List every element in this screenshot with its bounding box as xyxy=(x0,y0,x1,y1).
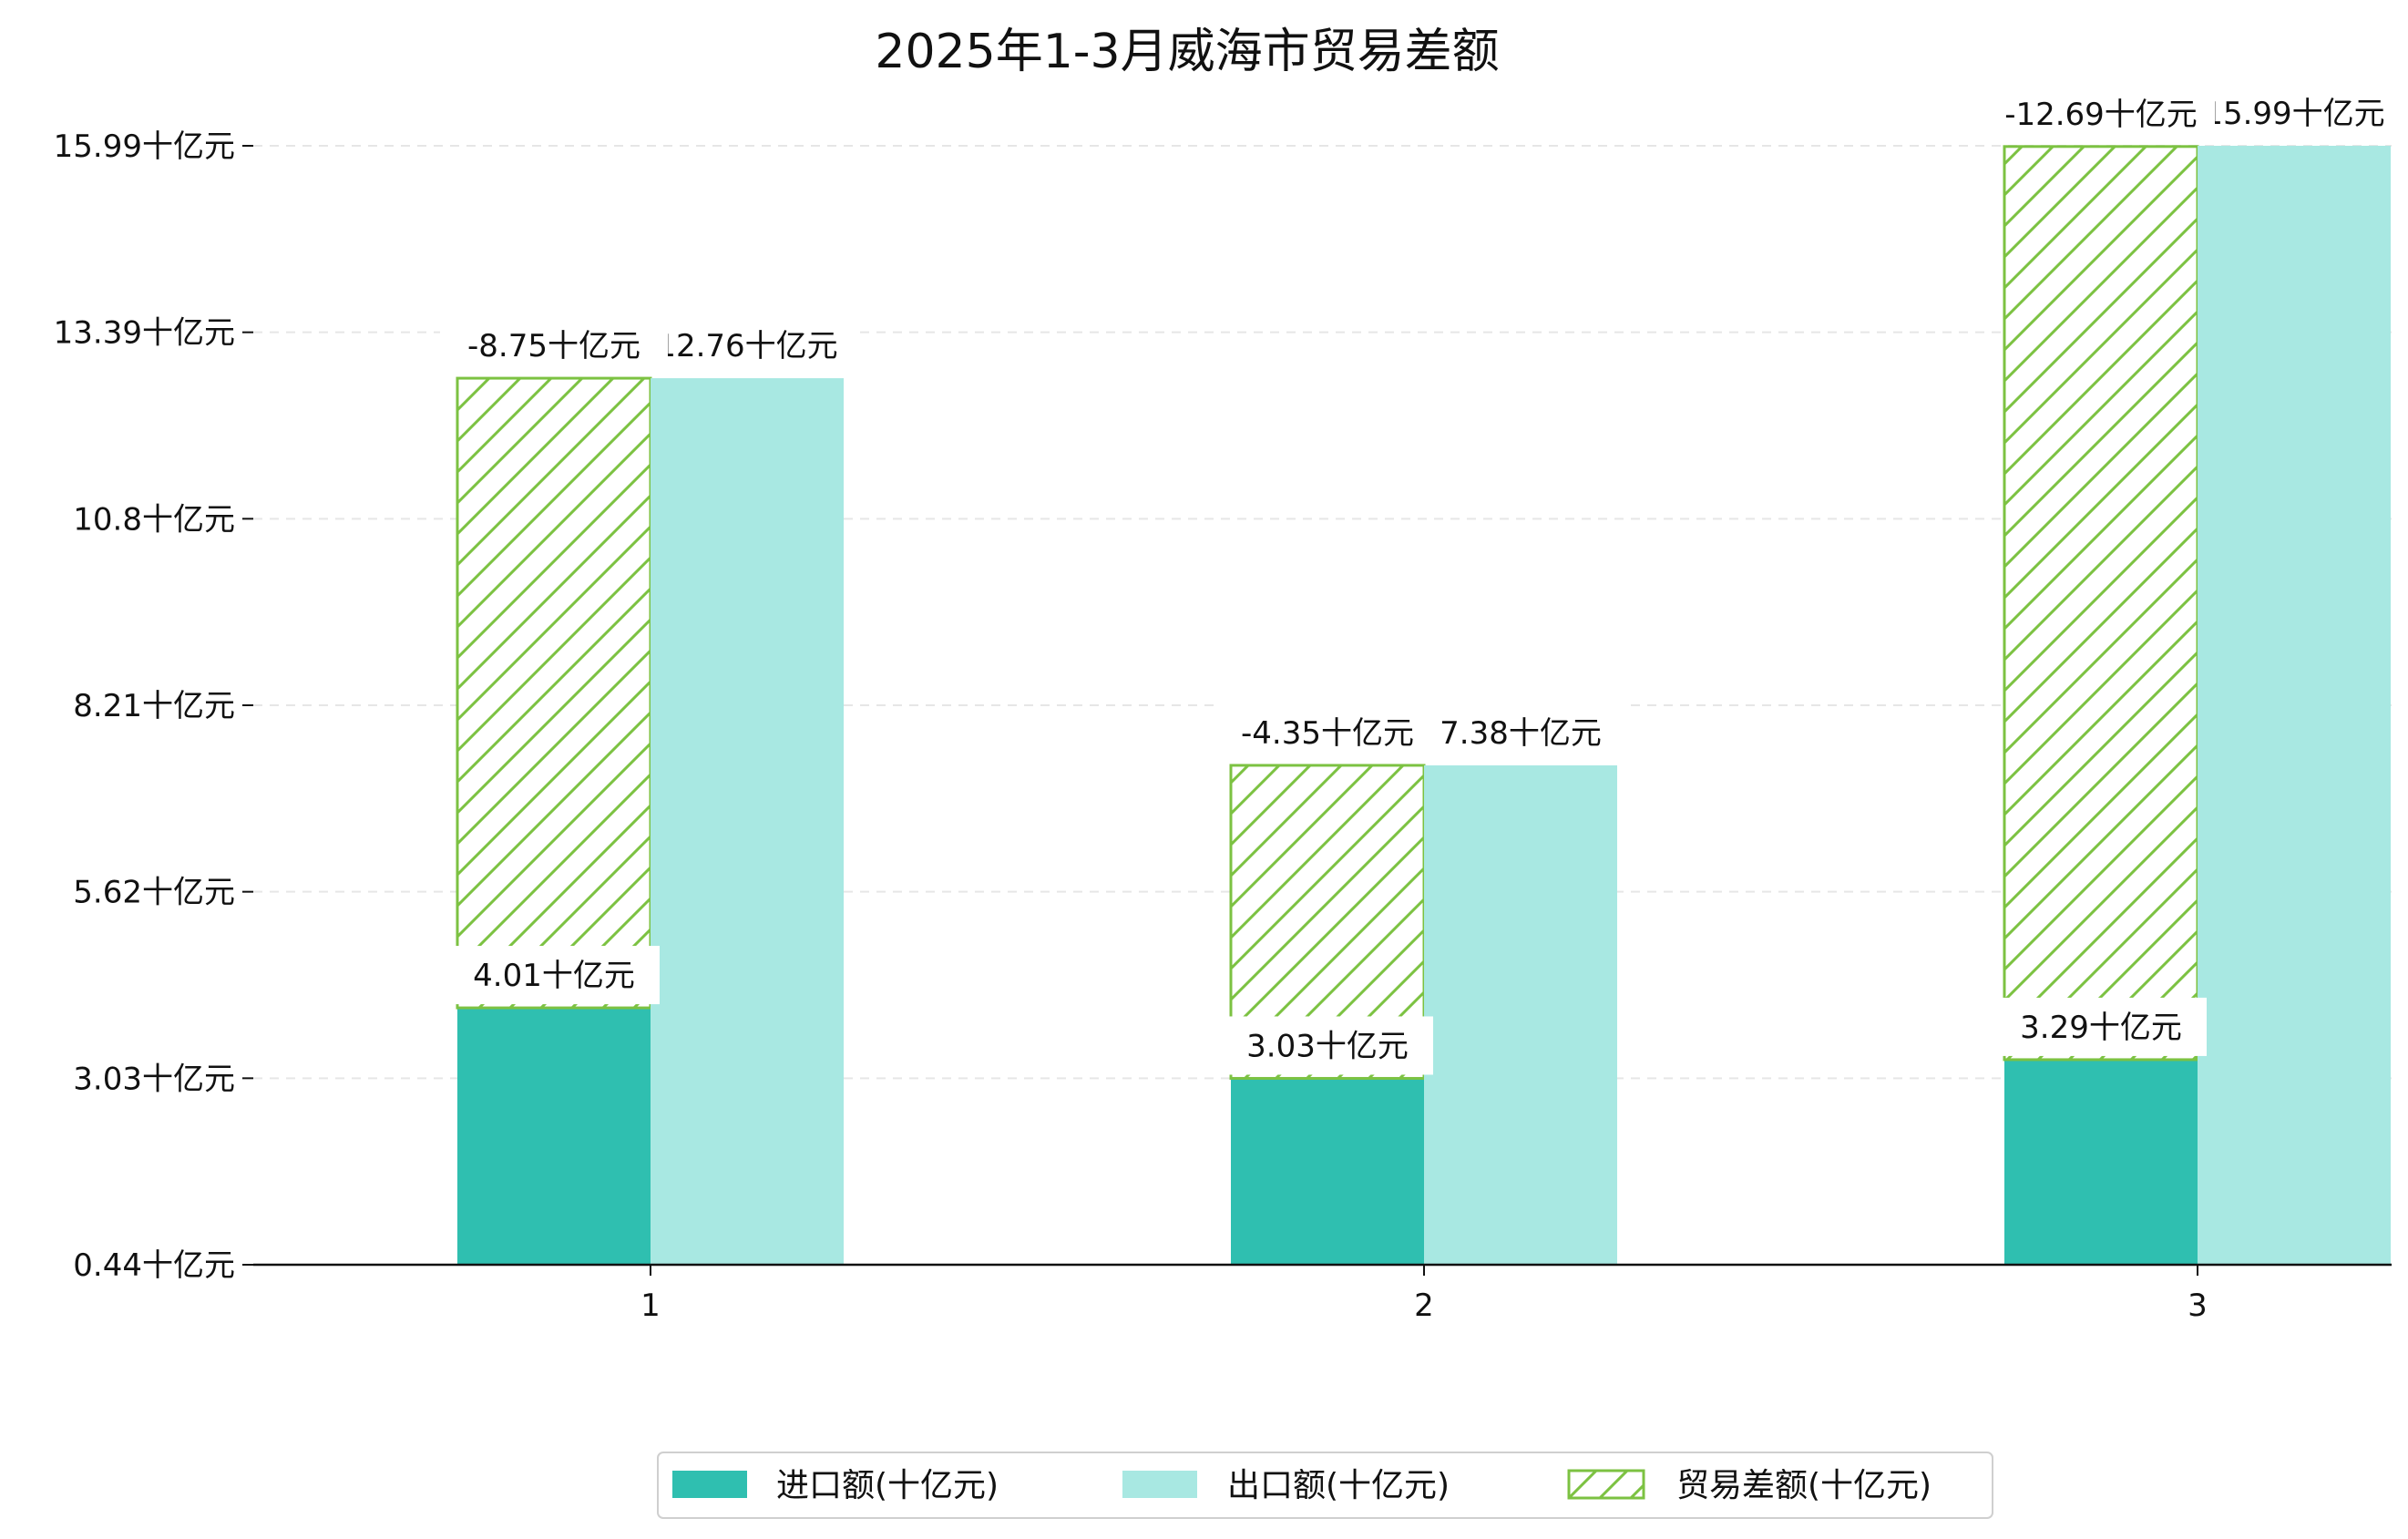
label-imports-1: 4.01十亿元 xyxy=(473,958,635,994)
legend-label-balance: 贸易差额(十亿元) xyxy=(1676,1467,1932,1504)
axes-layer: 0.44十亿元 3.03十亿元 5.62十亿元 8.21十亿元 10.8十亿元 13.39… xyxy=(54,128,2392,1324)
bar-imports-3 xyxy=(2004,1059,2198,1265)
y-tick-label: 8.21十亿元 xyxy=(73,688,235,724)
label-exports-2-bg xyxy=(1415,703,1626,762)
y-tick-label: 3.03十亿元 xyxy=(73,1061,235,1097)
label-exports-2: 7.38十亿元 xyxy=(1440,715,1602,752)
label-imports-2: 3.03十亿元 xyxy=(1246,1028,1409,1064)
label-balance-2-bg xyxy=(1214,703,1441,762)
legend-box xyxy=(657,1452,1993,1519)
label-balance-3: -12.69十亿元 xyxy=(2004,97,2198,133)
legend-swatch-imports xyxy=(672,1471,747,1498)
label-balance-2: -4.35十亿元 xyxy=(1241,715,1414,752)
label-balance-3-bg xyxy=(1987,84,2215,143)
legend-swatch-exports xyxy=(1122,1471,1197,1498)
chart-title: 2025年1-3月威海市贸易差额 xyxy=(875,25,1499,79)
label-imports-1-bg xyxy=(448,946,660,1005)
x-tick-label: 2 xyxy=(1414,1288,1434,1324)
x-tick-label: 1 xyxy=(640,1288,661,1324)
legend: 进口额(十亿元) 出口额(十亿元) 贸易差额(十亿元) xyxy=(657,1452,1993,1519)
y-tick-label: 5.62十亿元 xyxy=(73,875,235,911)
bar-exports-3 xyxy=(2198,146,2391,1265)
bar-exports-2 xyxy=(1424,764,1617,1265)
legend-swatch-balance xyxy=(1567,1469,1645,1500)
label-exports-1: 12.76十亿元 xyxy=(656,328,837,364)
data-labels-layer: 4.01十亿元 12.76十亿元 -8.75十亿元 3.03十亿元 7.38十亿元 -4.… xyxy=(440,84,2400,1075)
bar-imports-1 xyxy=(457,1008,651,1265)
bar-balance-1 xyxy=(456,376,652,1010)
label-imports-3: 3.29十亿元 xyxy=(2020,1010,2182,1046)
legend-label-exports: 出口额(十亿元) xyxy=(1227,1467,1450,1504)
y-tick-label: 10.8十亿元 xyxy=(73,501,235,538)
bar-balance-3 xyxy=(2003,145,2199,1062)
x-tick-label: 3 xyxy=(2188,1288,2208,1324)
bar-exports-1 xyxy=(651,378,844,1265)
label-exports-3-bg xyxy=(2188,84,2400,142)
label-imports-3-bg xyxy=(1995,997,2207,1056)
legend-label-imports: 进口额(十亿元) xyxy=(776,1467,999,1504)
y-tick-label: 0.44十亿元 xyxy=(73,1247,235,1284)
bar-imports-2 xyxy=(1231,1078,1424,1265)
bars-layer xyxy=(456,145,2391,1265)
label-imports-2-bg xyxy=(1222,1016,1433,1075)
label-balance-1: -8.75十亿元 xyxy=(467,328,640,364)
label-balance-1-bg xyxy=(440,316,668,375)
y-tick-label: 15.99十亿元 xyxy=(54,128,235,165)
y-tick-label: 13.39十亿元 xyxy=(54,315,235,352)
label-exports-1-bg xyxy=(641,316,853,375)
label-exports-3: 15.99十亿元 xyxy=(2203,96,2384,132)
